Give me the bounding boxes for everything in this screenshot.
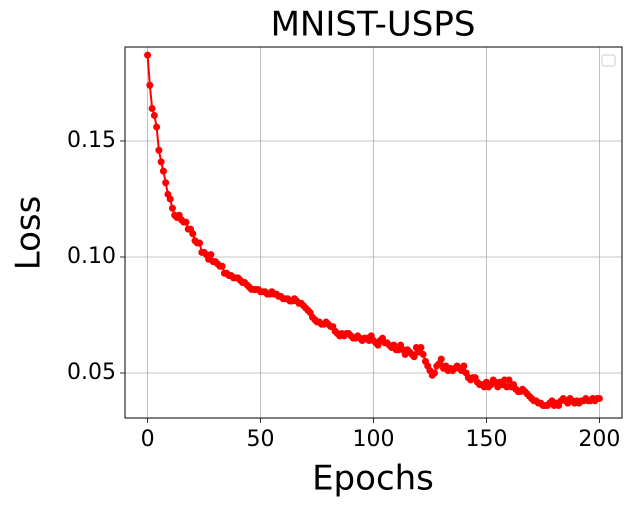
loss-marker bbox=[419, 350, 427, 358]
loss-marker bbox=[155, 146, 163, 154]
loss-marker bbox=[182, 218, 190, 226]
loss-marker bbox=[153, 123, 161, 131]
loss-marker bbox=[144, 51, 152, 59]
loss-marker bbox=[437, 355, 445, 363]
loss-marker bbox=[410, 353, 418, 361]
chart-title: MNIST-USPS bbox=[271, 5, 476, 45]
loss-marker bbox=[159, 167, 167, 175]
plot bbox=[144, 51, 603, 409]
loss-marker bbox=[196, 239, 204, 247]
x-tick-label: 50 bbox=[247, 427, 275, 452]
loss-marker bbox=[207, 251, 215, 259]
x-tick-label: 200 bbox=[578, 427, 620, 452]
loss-marker bbox=[505, 376, 513, 384]
loss-marker bbox=[218, 262, 226, 270]
x-tick-label: 150 bbox=[465, 427, 507, 452]
loss-marker bbox=[460, 362, 468, 370]
loss-marker bbox=[157, 158, 165, 166]
loss-marker bbox=[430, 369, 438, 377]
loss-marker bbox=[417, 343, 425, 351]
loss-marker bbox=[150, 111, 158, 119]
x-tick-label: 0 bbox=[141, 427, 155, 452]
y-tick-label: 0.15 bbox=[67, 128, 116, 153]
y-tick-label: 0.05 bbox=[67, 360, 116, 385]
y-axis-label: Loss bbox=[9, 196, 49, 271]
loss-marker bbox=[166, 195, 174, 203]
loss-marker bbox=[162, 179, 170, 187]
loss-marker bbox=[189, 230, 197, 238]
loss-marker bbox=[168, 204, 176, 212]
legend-box bbox=[601, 54, 616, 67]
x-axis-label: Epochs bbox=[312, 459, 434, 499]
loss-marker bbox=[146, 81, 154, 89]
loss-marker bbox=[148, 104, 156, 112]
loss-marker bbox=[595, 395, 603, 403]
x-tick-label: 100 bbox=[353, 427, 395, 452]
grid bbox=[125, 47, 622, 418]
y-tick-label: 0.10 bbox=[67, 244, 116, 269]
